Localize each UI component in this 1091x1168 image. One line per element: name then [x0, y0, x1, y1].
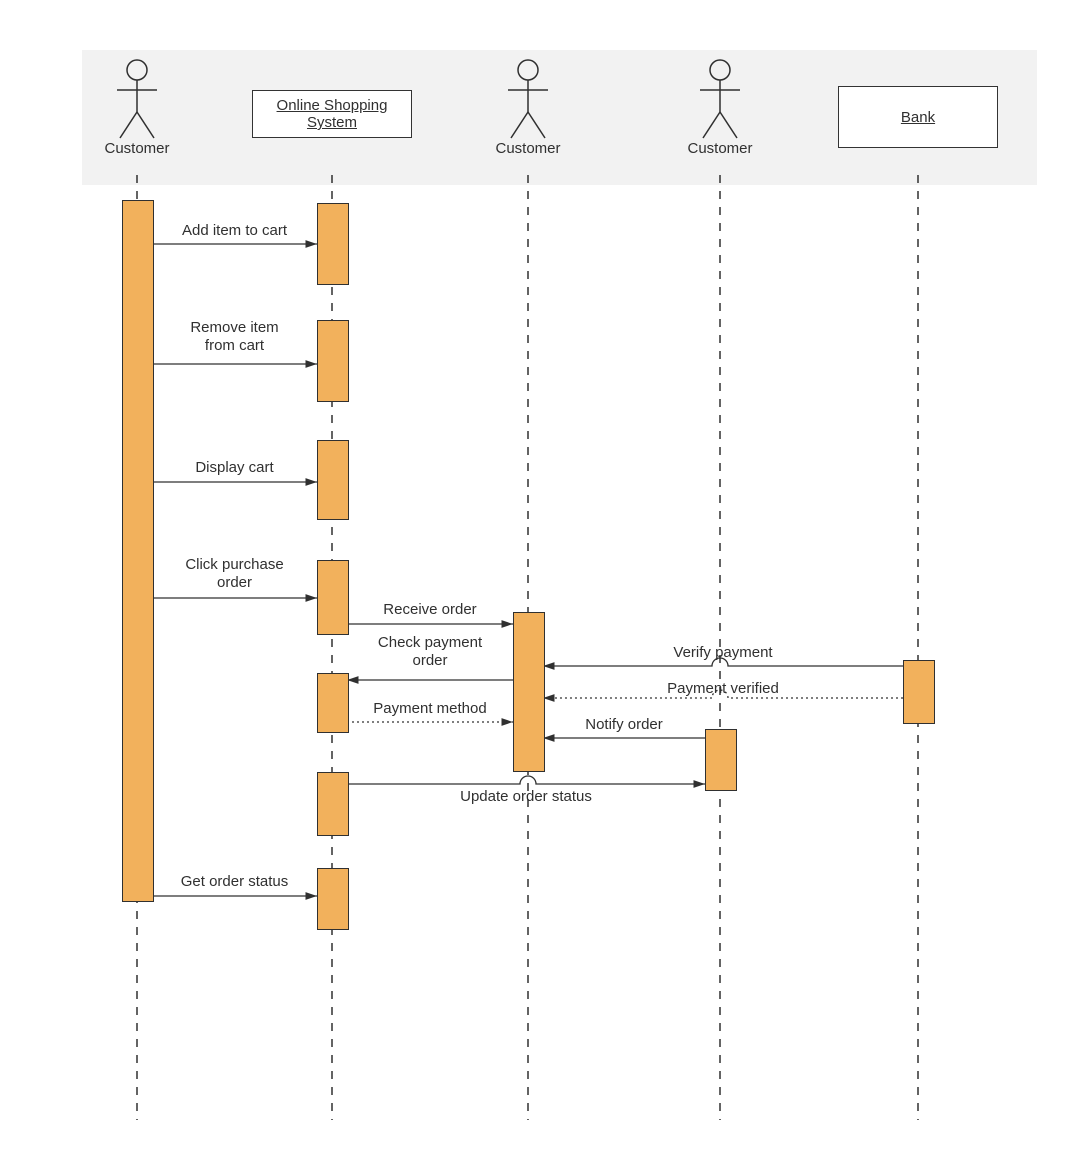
activation-bar — [317, 560, 349, 635]
message-label: Receive order — [347, 601, 513, 619]
message-label: Payment method — [347, 700, 513, 718]
message-label: Update order status — [347, 788, 705, 806]
actor-label-a1: Customer — [77, 140, 197, 157]
activation-bar — [317, 868, 349, 930]
activation-bar — [317, 320, 349, 402]
activation-bar — [705, 729, 737, 791]
message-label: Add item to cart — [152, 222, 317, 240]
actor-label-a3: Customer — [468, 140, 588, 157]
message-label: Check payment order — [347, 634, 513, 670]
sequence-diagram: Customer Online Shopping System Customer Cu… — [0, 0, 1091, 1168]
activation-bar — [122, 200, 154, 902]
message-label: Display cart — [152, 459, 317, 477]
message-label: Get order status — [152, 873, 317, 891]
actor-label-a4: Customer — [660, 140, 780, 157]
message-label: Payment verified — [543, 680, 903, 698]
message-label: Verify payment — [543, 644, 903, 662]
activation-bar — [513, 612, 545, 772]
activation-bar — [903, 660, 935, 724]
message-label: Remove item from cart — [152, 319, 317, 355]
message-label: Notify order — [543, 716, 705, 734]
activation-bar — [317, 772, 349, 836]
activation-bar — [317, 440, 349, 520]
message-label: Click purchase order — [152, 556, 317, 592]
lifeline-box-a2: Online Shopping System — [252, 90, 412, 138]
activation-bar — [317, 203, 349, 285]
lifeline-box-a5: Bank — [838, 86, 998, 148]
activation-bar — [317, 673, 349, 733]
